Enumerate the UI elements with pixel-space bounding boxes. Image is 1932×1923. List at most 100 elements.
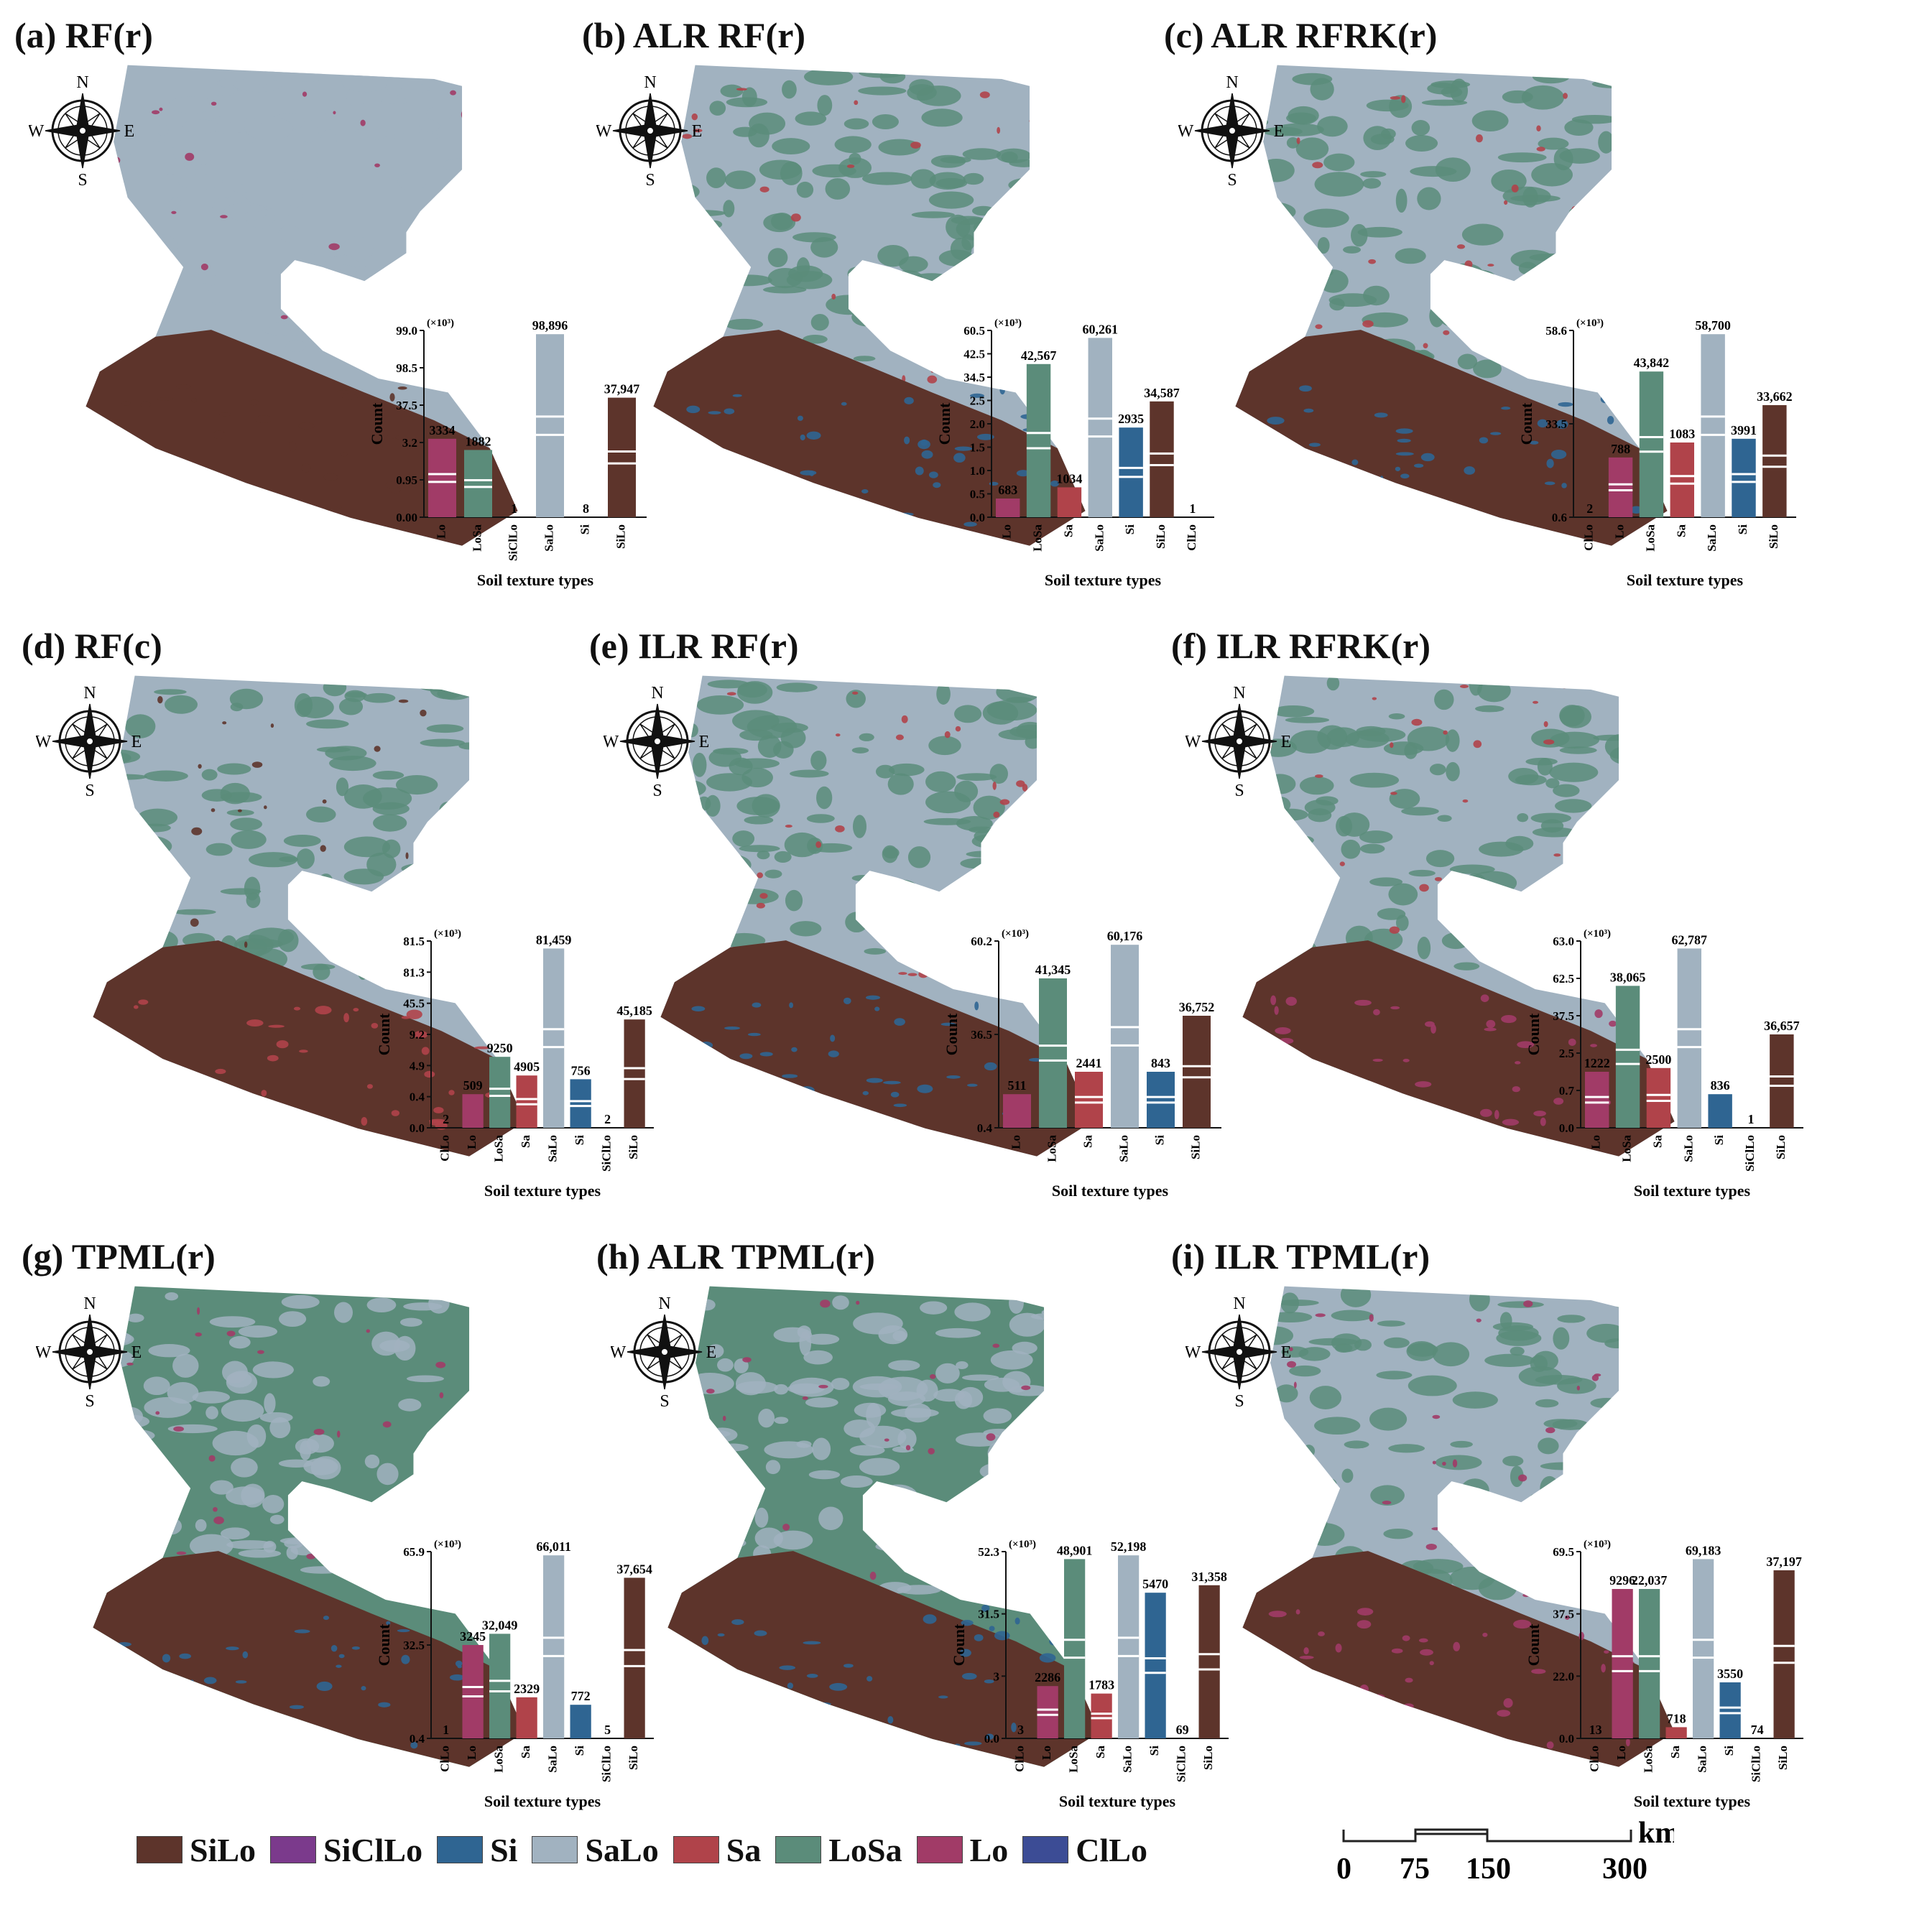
legend-item-sicllo: SiClLo <box>270 1831 422 1869</box>
bar-losa <box>1064 1559 1086 1738</box>
category-tick-label: Lo <box>1000 524 1014 539</box>
category-tick-label: LoSa <box>492 1746 506 1773</box>
bar-silo <box>608 397 636 517</box>
compass-east-label: E <box>1281 1343 1292 1362</box>
compass-south-label: S <box>85 1392 94 1408</box>
bar-value-label: 511 <box>1007 1078 1026 1093</box>
bar-value-label: 5 <box>604 1723 611 1737</box>
category-tick-label: Si <box>1147 1746 1161 1756</box>
bar-value-label: 1 <box>1189 501 1196 516</box>
y-tick-label: 0.5 <box>970 488 985 501</box>
y-axis-title: Count <box>1525 1013 1543 1055</box>
category-tick-label: Sa <box>1094 1746 1107 1758</box>
southern-zone <box>1235 330 1668 546</box>
bar-value-label: 36,752 <box>1179 1000 1215 1014</box>
x-axis-title: Soil texture types <box>1627 571 1744 589</box>
y-unit-label: (×10³) <box>1576 318 1604 329</box>
bar-value-label: 3550 <box>1717 1667 1743 1681</box>
bar-si <box>1732 438 1756 517</box>
bar-value-label: 69 <box>1176 1723 1189 1737</box>
bar-value-label: 43,842 <box>1634 356 1670 370</box>
x-axis-title: Soil texture types <box>477 571 594 589</box>
bar-value-label: 3334 <box>430 423 456 437</box>
category-tick-label: Lo <box>465 1746 479 1760</box>
bar-value-label: 2441 <box>1076 1056 1102 1070</box>
map-panel-h: (h) ALR TPML(r) N S E W (×10³) 52.3 31.5 3 0.0 Cou… <box>596 1236 1229 1832</box>
category-tick-label: Si <box>1722 1746 1736 1756</box>
bar-value-label: 1 <box>1748 1112 1755 1126</box>
bar-losa <box>1639 1589 1660 1738</box>
bar-si <box>1719 1682 1741 1738</box>
soil-texture-map <box>1242 675 1675 1157</box>
compass-rose-icon: N S E W <box>36 684 142 797</box>
bar-sa <box>1075 1072 1103 1128</box>
y-tick-label: 36.5 <box>971 1028 992 1042</box>
category-tick-label: Si <box>573 1135 586 1145</box>
map-panel-b: (b) ALR RF(r) N S E W (×10³) 60.5 42.5 34.5 2.5 2.… <box>582 14 1214 611</box>
bar-sa <box>1091 1693 1112 1738</box>
y-tick-label: 81.3 <box>403 965 425 979</box>
bar-value-label: 81,459 <box>536 932 572 947</box>
legend-swatch <box>137 1836 182 1863</box>
bar-si <box>1708 1094 1732 1128</box>
y-tick-label: 0.6 <box>1552 511 1567 524</box>
y-unit-label: (×10³) <box>434 928 461 940</box>
bar-lo <box>1612 1589 1633 1738</box>
y-tick-label: 42.5 <box>963 348 985 361</box>
y-tick-label: 0.4 <box>977 1121 993 1135</box>
y-tick-label: 9.2 <box>410 1028 425 1042</box>
bar-losa <box>1026 363 1051 517</box>
y-tick-label: 0.7 <box>1559 1084 1575 1098</box>
category-tick-label: Si <box>578 524 592 534</box>
compass-south-label: S <box>1234 1392 1244 1408</box>
map-panel-g: (g) TPML(r) N S E W (×10³) 65.9 32.5 0.4 Count 1 Cl… <box>22 1236 654 1832</box>
bar-value-label: 37,197 <box>1766 1554 1802 1569</box>
category-tick-label: LoSa <box>1045 1135 1059 1162</box>
soil-texture-count-chart: (×10³) 52.3 31.5 3 0.0 Count 3 ClLo 2286 Lo 48,901… <box>950 1539 1229 1810</box>
y-unit-label: (×10³) <box>994 318 1022 329</box>
bar-value-label: 3245 <box>460 1629 486 1644</box>
category-tick-label: ClLo <box>1588 1746 1601 1772</box>
bar-value-label: 2 <box>1586 501 1593 516</box>
legend-item-silo: SiLo <box>137 1831 256 1869</box>
y-tick-label: 62.5 <box>1553 972 1574 986</box>
category-tick-label: SiLo <box>627 1746 640 1770</box>
compass-north-label: N <box>1233 1294 1245 1313</box>
soil-texture-map <box>1242 1286 1675 1767</box>
bar-losa <box>1039 978 1067 1128</box>
scale-tick-150: 150 <box>1466 1853 1511 1886</box>
legend-item-si: Si <box>437 1831 517 1869</box>
bar-value-label: 66,011 <box>536 1539 571 1554</box>
y-tick-label: 63.0 <box>1553 935 1574 948</box>
bar-value-label: 41,345 <box>1035 963 1071 977</box>
compass-rose-icon: N S E W <box>1178 73 1284 187</box>
category-tick-label: SiLo <box>1201 1746 1215 1770</box>
category-tick-label: Sa <box>519 1746 532 1758</box>
bar-value-label: 8 <box>583 501 589 516</box>
legend-swatch <box>1022 1836 1069 1863</box>
category-tick-label: Si <box>1153 1135 1167 1145</box>
southern-zone <box>85 330 518 546</box>
bar-losa <box>489 1057 511 1128</box>
category-tick-label: Sa <box>1650 1135 1664 1148</box>
bar-silo <box>1773 1570 1795 1738</box>
bar-value-label: 2329 <box>514 1682 540 1696</box>
bar-value-label: 509 <box>463 1078 483 1093</box>
bar-value-label: 22,037 <box>1632 1573 1668 1588</box>
soil-texture-map <box>93 1286 525 1767</box>
panel-title: (b) ALR RF(r) <box>582 15 806 55</box>
scale-unit: km <box>1638 1821 1674 1850</box>
category-tick-label: Si <box>1712 1135 1726 1145</box>
compass-east-label: E <box>1281 733 1292 751</box>
panel-title: (g) TPML(r) <box>22 1236 216 1276</box>
bar-silo <box>624 1577 645 1738</box>
soil-texture-map <box>93 675 525 1157</box>
compass-north-label: N <box>83 1294 96 1313</box>
compass-north-label: N <box>658 1294 670 1313</box>
category-tick-label: Sa <box>1081 1135 1095 1148</box>
southern-zone <box>1242 1551 1675 1767</box>
category-tick-label: SiClLo <box>507 524 520 561</box>
category-tick-label: LoSa <box>1620 1135 1634 1162</box>
bar-value-label: 1783 <box>1089 1678 1114 1692</box>
bar-lo <box>1003 1094 1031 1128</box>
